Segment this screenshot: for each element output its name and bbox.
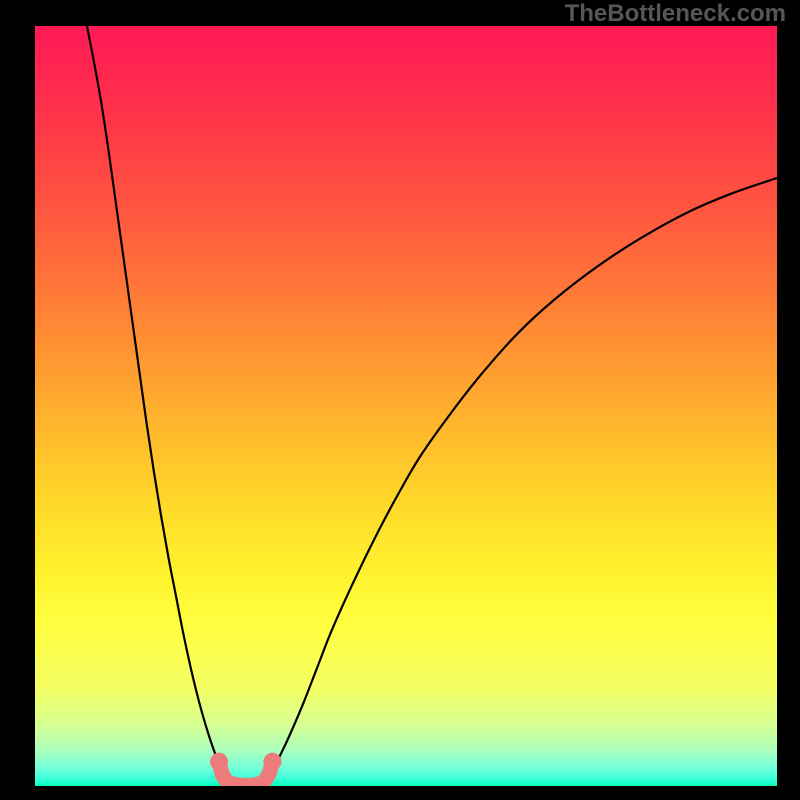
gradient-background [35,26,777,786]
watermark-text: TheBottleneck.com [565,0,786,28]
marker-endpoint-left [210,753,228,771]
chart-svg [35,26,777,786]
chart-canvas: TheBottleneck.com [0,0,800,800]
plot-area [35,26,777,786]
marker-endpoint-right [263,753,281,771]
